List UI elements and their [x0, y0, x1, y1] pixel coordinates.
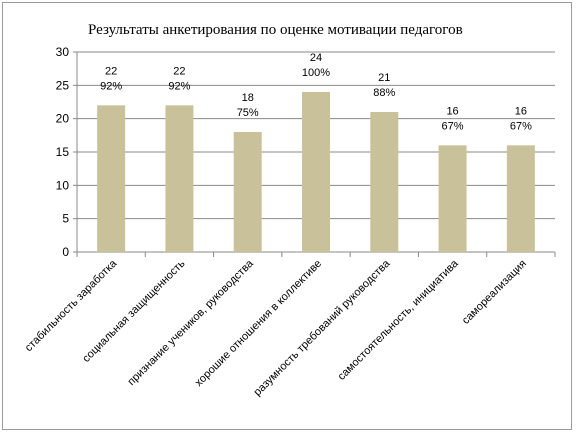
y-tick-label: 25: [56, 78, 70, 92]
bar-percent-label: 100%: [302, 67, 330, 79]
category-label: самостоятельность, инициатива: [336, 257, 462, 383]
category-label: признание учеников, руководства: [125, 257, 256, 388]
bar: [438, 145, 467, 252]
y-tick-label: 0: [62, 245, 69, 259]
y-tick-label: 30: [56, 45, 70, 59]
bar-value-label: 16: [515, 105, 527, 117]
bar-value-label: 21: [378, 72, 390, 84]
category-label: разумность требований руководства: [252, 257, 394, 399]
chart-title: Результаты анкетирования по оценке мотив…: [88, 22, 463, 38]
chart-frame: Результаты анкетирования по оценке мотив…: [2, 2, 572, 430]
bar: [370, 112, 399, 252]
bar-percent-label: 92%: [100, 80, 122, 92]
category-label: самореализация: [460, 258, 529, 327]
bar-value-label: 22: [173, 65, 185, 77]
y-tick-label: 10: [56, 178, 70, 192]
bar-percent-label: 88%: [373, 87, 395, 99]
bar: [97, 105, 126, 252]
y-tick-label: 5: [62, 212, 69, 226]
bar-percent-label: 75%: [237, 107, 259, 119]
bars: [97, 92, 535, 252]
y-tick-label: 15: [56, 145, 70, 159]
data-labels: 22 92% 22 92% 18 75% 24 100% 21 88% 16 67% 16 67%: [100, 52, 532, 132]
bar-percent-label: 67%: [442, 120, 464, 132]
bar-value-label: 18: [242, 92, 254, 104]
bar: [165, 105, 194, 252]
bar: [506, 145, 535, 252]
bar-value-label: 22: [105, 65, 117, 77]
y-axis-ticks: 0 5 10 15 20 25 30: [56, 45, 70, 259]
category-label: хорошие отношения в коллективе: [193, 258, 324, 389]
bar-percent-label: 67%: [510, 120, 532, 132]
bar-chart: Результаты анкетирования по оценке мотив…: [23, 22, 556, 399]
bar: [302, 92, 330, 252]
y-tick-label: 20: [56, 112, 70, 126]
bar: [233, 132, 262, 252]
bar-percent-label: 92%: [168, 80, 190, 92]
bar-value-label: 16: [446, 105, 458, 117]
bar-value-label: 24: [310, 52, 322, 64]
